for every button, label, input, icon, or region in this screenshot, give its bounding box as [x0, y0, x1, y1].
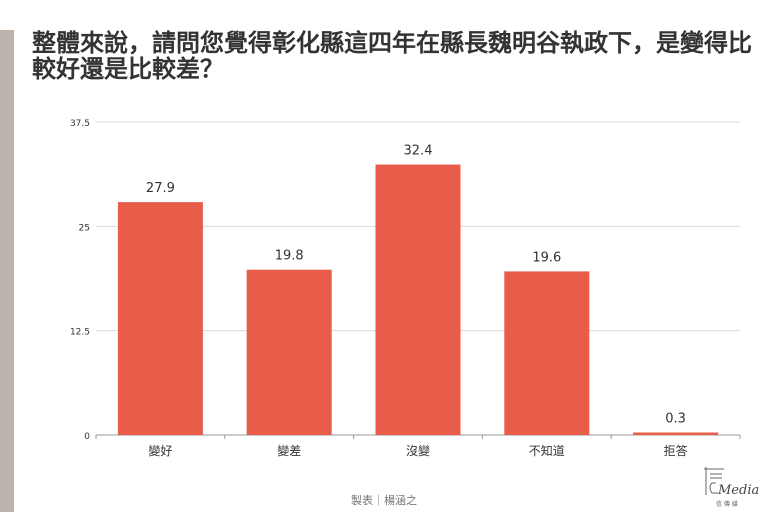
data-label: 32.4 [404, 144, 433, 159]
logo-subtitle: 信 傳 媒 [716, 500, 738, 508]
bar-0 [117, 202, 203, 435]
bar-chart: 0 12.5 25 37.5 27.9 變好 19.8 變差 32.4 沒變 19.6 不知道 0.3 拒… [70, 119, 741, 458]
y-tick-label: 12.5 [70, 328, 90, 338]
logo-wordmark: Media [717, 483, 759, 498]
data-label: 19.6 [532, 250, 561, 265]
data-label: 0.3 [665, 411, 686, 426]
bar-1 [246, 269, 332, 435]
left-accent-bar [0, 30, 14, 512]
bar-2 [375, 164, 461, 435]
x-tick-label: 變差 [277, 443, 301, 458]
data-label: 19.8 [275, 249, 304, 264]
x-tick-label: 沒變 [406, 443, 430, 458]
x-tick-label: 不知道 [529, 444, 565, 458]
data-label: 27.9 [146, 181, 175, 196]
y-tick-label: 0 [84, 432, 90, 442]
page-title: 整體來說，請問您覺得彰化縣這四年在縣長魏明谷執政下，是變得比較好還是比較差？ [32, 29, 752, 83]
x-tick-label: 變好 [148, 443, 172, 458]
x-tick-label: 拒答 [664, 443, 688, 458]
bar-4 [633, 432, 719, 435]
bar-3 [504, 271, 590, 435]
y-tick-label: 37.5 [70, 119, 90, 129]
media-logo: Media 信 傳 媒 [704, 467, 759, 508]
y-tick-label: 25 [79, 223, 90, 233]
credit-footer: 製表｜楊涵之 [351, 494, 417, 507]
